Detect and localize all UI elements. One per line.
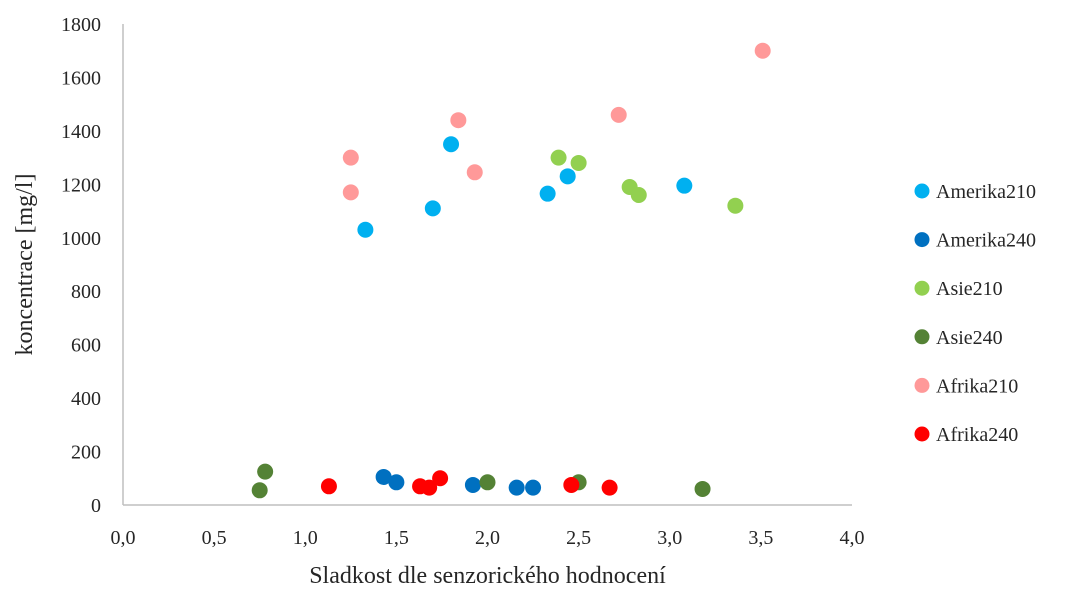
legend: Amerika210 Amerika240 Asie210 Asie240 Afrika… [914,181,1036,446]
data-point-amerika240 [375,468,392,485]
x-axis-title: Sladkost dle senzorického hodnocení [309,563,666,589]
x-tick-label: 3,0 [657,527,682,549]
legend-marker-afrika240 [914,426,930,442]
legend-marker-asie240 [914,329,930,345]
x-tick-label: 1,0 [293,527,318,549]
x-tick-label: 4,0 [840,527,865,549]
legend-label-asie240: Asie240 [936,327,1003,349]
legend-label-amerika240: Amerika240 [936,230,1036,252]
data-point-amerika240 [525,479,542,496]
legend-marker-amerika210 [914,183,930,199]
x-tick-labels: 0,0 0,5 1,0 1,5 2,0 2,5 3,0 3,5 4,0 [111,527,865,549]
data-point-asie210 [570,154,587,171]
data-point-amerika210 [443,136,460,153]
x-tick-label: 2,5 [566,527,591,549]
data-point-afrika240 [432,470,449,487]
data-point-asie210 [727,197,744,214]
data-point-amerika240 [464,476,481,493]
data-point-asie210 [550,149,567,166]
x-tick-label: 3,5 [748,527,773,549]
x-tick-label: 0,5 [202,527,227,549]
x-tick-label: 1,5 [384,527,409,549]
legend-label-afrika210: Afrika210 [936,375,1018,397]
data-point-afrika210 [466,164,483,181]
data-point-amerika240 [508,479,525,496]
y-tick-label: 200 [71,442,101,464]
data-point-asie240 [251,482,268,499]
data-point-asie240 [479,474,496,491]
data-point-afrika240 [601,479,618,496]
data-point-amerika210 [676,177,693,194]
data-point-afrika210 [342,184,359,201]
data-point-afrika210 [342,149,359,166]
data-point-afrika210 [450,112,467,129]
y-tick-label: 1400 [61,121,101,143]
data-point-amerika240 [388,474,405,491]
y-tick-label: 400 [71,388,101,410]
data-point-asie240 [694,480,711,497]
legend-label-asie210: Asie210 [936,278,1003,300]
data-point-amerika210 [559,168,576,185]
y-tick-label: 0 [91,495,101,517]
data-point-afrika240 [320,478,337,495]
legend-marker-amerika240 [914,232,930,248]
data-point-asie210 [630,187,647,204]
data-point-amerika210 [357,221,374,238]
y-axis-title: koncentrace [mg/l] [12,174,38,356]
legend-label-afrika240: Afrika240 [936,424,1018,446]
y-tick-label: 800 [71,281,101,303]
data-points [251,42,771,499]
legend-label-amerika210: Amerika210 [936,181,1036,203]
axes [122,24,852,506]
y-tick-label: 1000 [61,228,101,250]
y-tick-label: 1600 [61,67,101,89]
x-tick-label: 0,0 [111,527,136,549]
y-tick-labels: 0 200 400 600 800 1000 1200 1400 1600 1800 [61,14,101,517]
data-point-afrika240 [421,479,438,496]
data-point-asie240 [257,463,274,480]
y-tick-label: 600 [71,335,101,357]
y-tick-label: 1800 [61,14,101,36]
data-point-amerika210 [424,200,441,217]
data-point-amerika210 [539,185,556,202]
legend-marker-afrika210 [914,377,930,393]
legend-marker-asie210 [914,280,930,296]
data-point-afrika210 [754,42,771,59]
x-tick-label: 2,0 [475,527,500,549]
data-point-afrika240 [563,476,580,493]
data-point-afrika210 [610,106,627,123]
y-tick-label: 1200 [61,174,101,196]
